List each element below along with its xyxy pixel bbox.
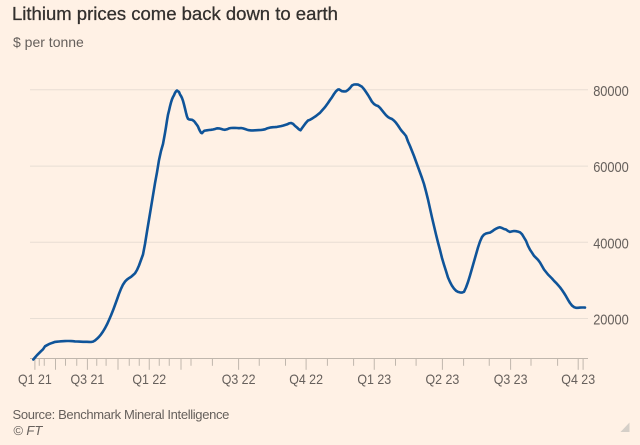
svg-text:Q4 22: Q4 22 [289,371,323,387]
svg-text:Q1 22: Q1 22 [132,371,166,387]
svg-text:40000: 40000 [593,236,629,252]
svg-text:Q1 21: Q1 21 [18,371,52,387]
svg-text:Q3 23: Q3 23 [494,371,528,387]
svg-text:Q1 23: Q1 23 [357,371,391,387]
svg-text:Q3 21: Q3 21 [71,371,105,387]
svg-text:20000: 20000 [593,313,629,329]
svg-text:Q4 23: Q4 23 [561,371,595,387]
svg-text:80000: 80000 [593,84,629,100]
svg-text:Q3 22: Q3 22 [222,371,256,387]
svg-text:60000: 60000 [593,160,629,176]
svg-text:Q2 23: Q2 23 [426,371,460,387]
